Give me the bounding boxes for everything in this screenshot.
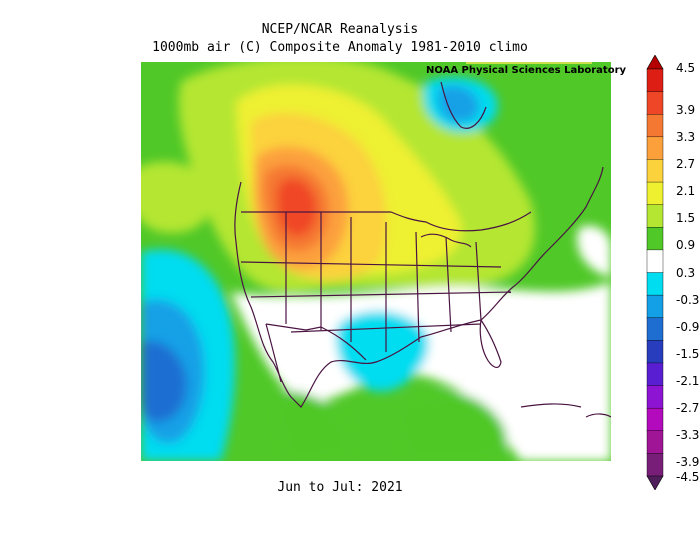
colorbar-segment [646, 294, 664, 319]
colorbar-tick-label: 0.3 [676, 265, 696, 280]
colorbar-tick-label: 1.5 [676, 211, 696, 226]
warm-region-gulf-green [395, 391, 507, 461]
us-canada-border [241, 211, 532, 232]
colorbar-tick-label: -3.9 [676, 455, 700, 470]
colorbar-tick-label: -1.5 [676, 346, 700, 361]
chart-title: NCEP/NCAR Reanalysis [261, 22, 419, 37]
colorbar-tick-label: 3.9 [676, 102, 696, 117]
colorbar-tick-label: -4.5 [676, 470, 700, 485]
hudson-bay [440, 81, 487, 129]
colorbar-tick-label: -0.9 [676, 319, 700, 334]
great-lakes [420, 233, 472, 248]
north-america-coastline [234, 166, 604, 408]
political-boundaries [234, 81, 611, 418]
colorbar-top-arrow [646, 55, 664, 70]
colorbar-segment [646, 136, 664, 160]
colorbar [646, 55, 664, 490]
colorbar-segment [646, 317, 664, 341]
colorbar-tick-label: -2.1 [676, 374, 700, 389]
colorbar-segment [646, 385, 664, 409]
caribbean-islands [520, 403, 611, 418]
colorbar-tick-label: 2.1 [676, 184, 696, 199]
anomaly-map [141, 62, 611, 461]
warm-region-red [277, 178, 317, 237]
neutral-region-east [577, 225, 611, 277]
colorbar-tick-label: 2.7 [676, 156, 696, 171]
state-line-10 [290, 323, 482, 333]
colorbar-segment [646, 204, 664, 228]
state-line-5 [415, 231, 420, 343]
state-line-7 [475, 241, 482, 321]
colorbar-tick-label: -3.3 [676, 428, 700, 443]
state-line-9 [250, 291, 512, 298]
warm-region-yellowgreen-west [141, 161, 212, 233]
colorbar-segment [646, 340, 664, 364]
cold-region-hudson-blue [438, 85, 480, 123]
baja [265, 323, 282, 383]
colorbar-segment [646, 407, 664, 432]
colorbar-segment [646, 362, 664, 387]
colorbar-segment [646, 430, 664, 454]
colorbar-tick-label: -2.7 [676, 401, 700, 416]
cold-region-pacific-darkblue [141, 341, 187, 422]
colorbar-segment [646, 181, 664, 206]
colorbar-tick-label: -0.3 [676, 292, 700, 307]
chart-subtitle: 1000mb air (C) Composite Anomaly 1981-20… [152, 40, 528, 55]
warm-region-southwest-green [275, 391, 352, 461]
state-line-8 [240, 261, 502, 268]
colorbar-segment [646, 227, 664, 251]
neutral-region-white [231, 282, 611, 461]
colorbar-segment [646, 159, 664, 183]
colorbar-tick-label: 3.3 [676, 129, 696, 144]
cold-region-texas [335, 311, 429, 392]
colorbar-bottom-arrow [646, 475, 664, 490]
colorbar-tick-label: 0.9 [676, 238, 696, 253]
colorbar-segment [646, 249, 664, 273]
credit-underline [466, 62, 592, 64]
florida [479, 319, 502, 369]
period-label: Jun to Jul: 2021 [277, 480, 403, 495]
credit-label: NOAA Physical Sciences Laboratory [426, 65, 627, 76]
colorbar-segment [646, 272, 664, 296]
state-line-6 [445, 236, 452, 333]
colorbar-segment [646, 91, 664, 115]
colorbar-tick-label: 4.5 [676, 60, 696, 75]
colorbar-segment [646, 114, 664, 138]
colorbar-segment [646, 453, 664, 477]
colorbar-segment [646, 68, 664, 93]
